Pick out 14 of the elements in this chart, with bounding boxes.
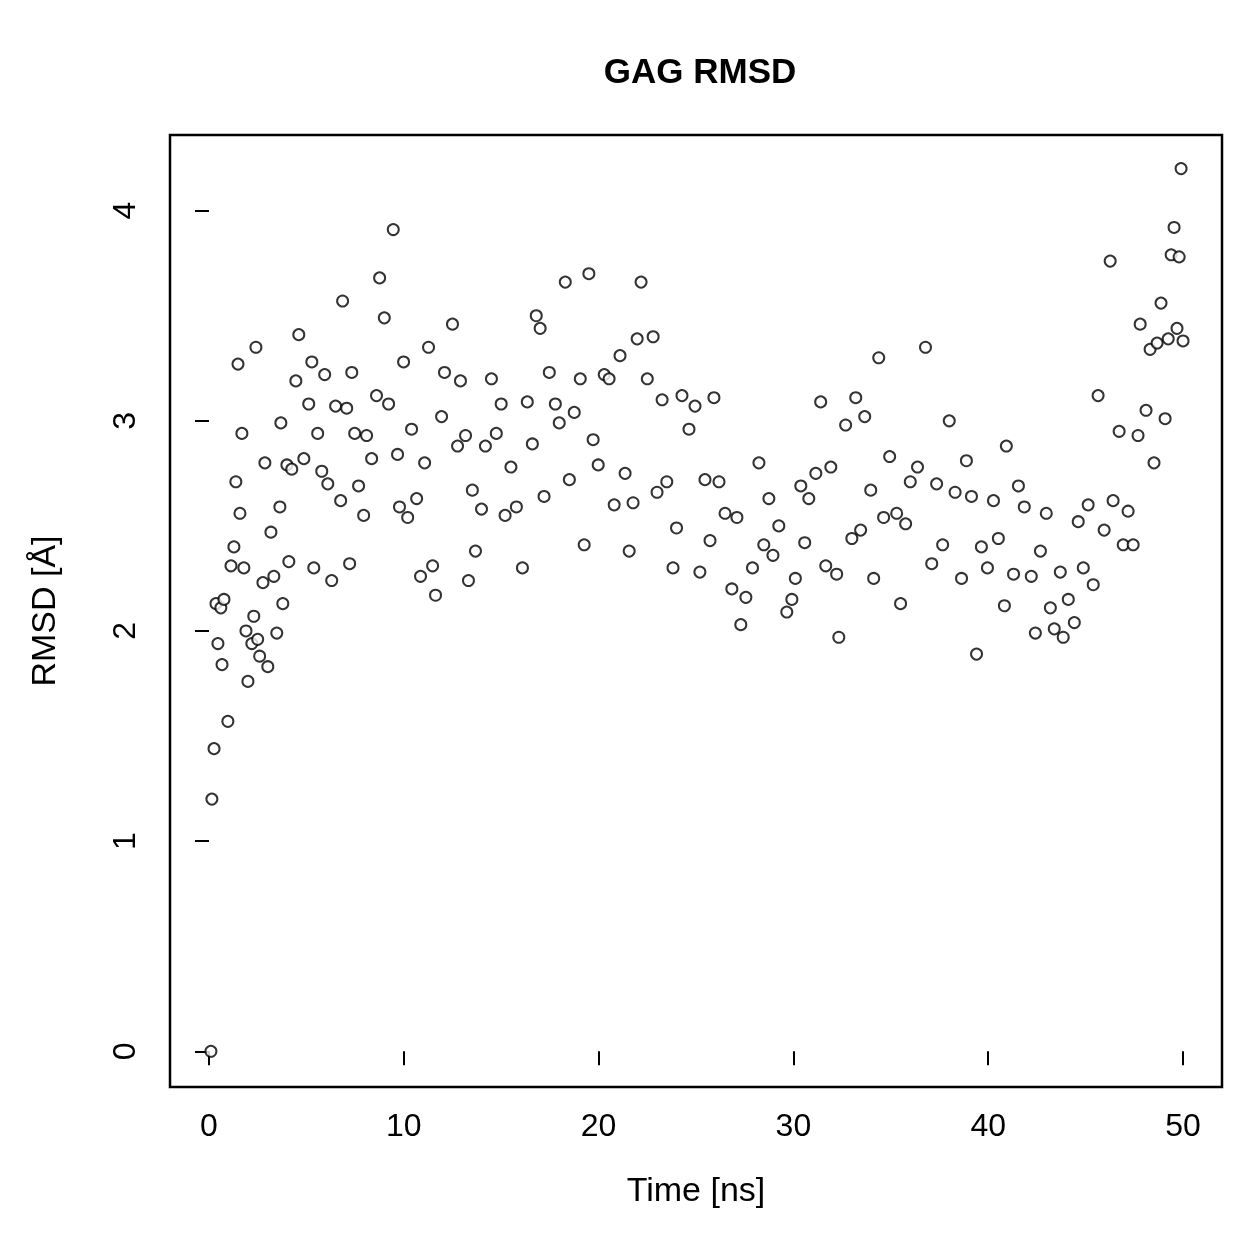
x-tick-label: 40: [970, 1107, 1007, 1143]
chart-title: GAG RMSD: [603, 51, 797, 90]
x-tick-label: 20: [580, 1107, 617, 1143]
x-axis-title: Time [ns]: [626, 1170, 766, 1208]
x-tick-label: 30: [775, 1107, 812, 1143]
y-tick-label: 3: [106, 411, 142, 430]
x-tick-label: 0: [200, 1107, 218, 1143]
y-tick-label: 4: [106, 201, 142, 220]
y-axis-title: RMSD [Å]: [24, 535, 62, 687]
x-tick-label: 50: [1165, 1107, 1201, 1143]
y-tick-label: 2: [106, 622, 142, 640]
x-tick-label: 10: [385, 1107, 422, 1143]
y-tick-label: 0: [106, 1042, 142, 1061]
y-tick-label: 1: [106, 832, 142, 851]
